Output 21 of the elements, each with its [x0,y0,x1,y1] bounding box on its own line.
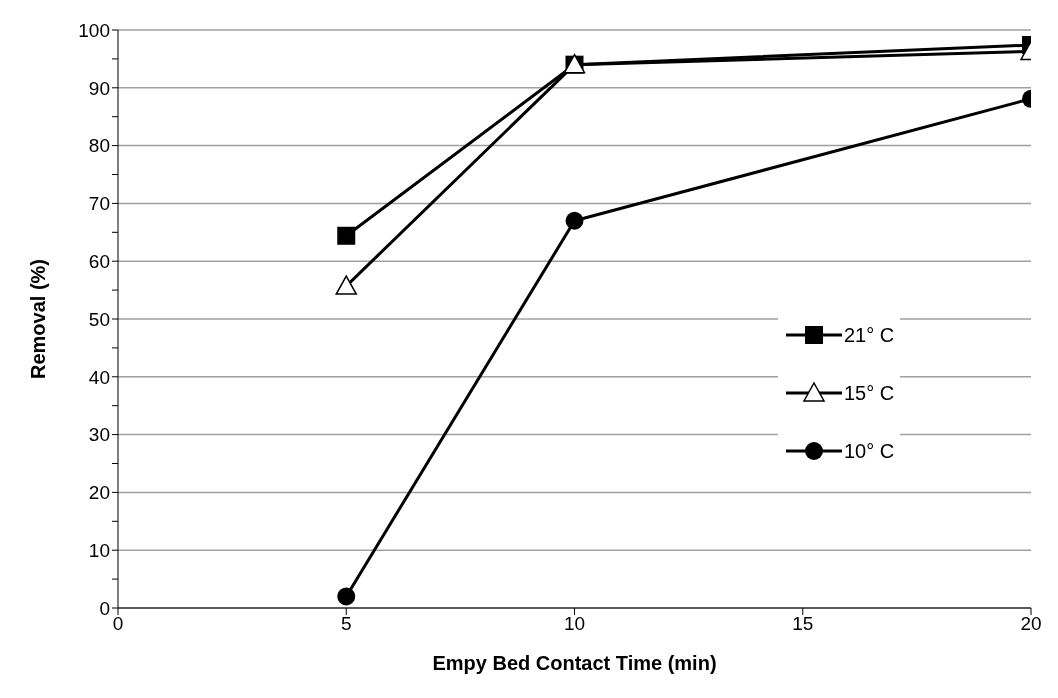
legend-label: 10° C [844,439,895,463]
x-tick-label: 15 [792,613,814,635]
legend-label: 21° C [844,323,895,347]
y-tick-label: 50 [88,308,110,330]
x-tick-label: 0 [112,613,124,635]
x-tick-label: 10 [563,613,586,635]
y-tick-label: 30 [88,424,110,446]
x-tick-label: 5 [340,613,352,635]
x-tick-label: 20 [1020,613,1042,635]
x-axis-title: Empy Bed Contact Time (min) [432,652,717,674]
y-tick-label: 20 [88,482,110,504]
y-axis-title: Removal (%) [27,258,50,380]
y-tick-label: 80 [88,135,110,157]
y-tick-label: 100 [78,19,110,41]
y-tick-label: 0 [99,597,110,619]
y-tick-label: 90 [88,77,110,99]
y-tick-label: 60 [88,250,110,272]
y-tick-label: 10 [88,539,110,561]
y-tick-label: 70 [88,193,110,215]
legend-label: 15° C [844,381,895,405]
y-tick-label: 40 [88,366,110,388]
